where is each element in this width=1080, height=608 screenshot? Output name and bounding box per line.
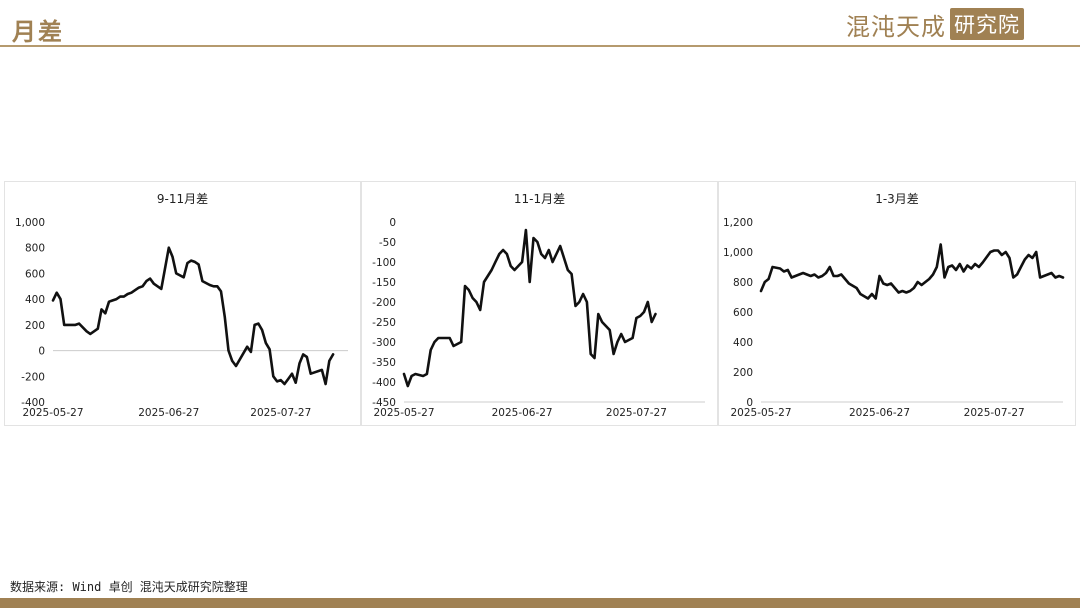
y-tick-label: 600 [733,307,753,319]
chart-panel-11-1: 11-1月差 -450 -400 -350 -300 -250 -200 -150 -100 -5… [361,181,718,426]
y-tick-label: -400 [21,397,45,409]
y-tick-label: -100 [372,257,396,269]
chart-svg: 11-1月差 -450 -400 -350 -300 -250 -200 -150 -100 -5… [372,192,705,419]
y-tick-label: -400 [372,377,396,389]
header-divider [0,45,1080,47]
y-tick-label: 400 [25,294,45,306]
y-tick-label: 1,200 [723,217,753,229]
series-line [402,228,657,388]
y-tick-label: 1,000 [15,217,45,229]
x-tick-label: 2025-05-27 [730,407,791,419]
chart-svg: 9-11月差 -400 -200 0 200 400 600 800 1,000 2025-05-… [15,192,348,419]
x-tick-label: 2025-05-27 [373,407,434,419]
y-tick-label: 400 [733,337,753,349]
chart-svg: 1-3月差 0 200 400 600 800 1,000 1,200 2025-05-27 20… [723,192,1065,419]
x-tick-label: 2025-07-27 [606,407,667,419]
chart-title: 1-3月差 [875,192,919,206]
x-tick-label: 2025-07-27 [964,407,1025,419]
y-tick-label: 0 [389,217,396,229]
x-tick-label: 2025-06-27 [492,407,553,419]
y-tick-label: 800 [25,243,45,255]
chart-panel-1-3: 1-3月差 0 200 400 600 800 1,000 1,200 2025-05-27 20… [718,181,1076,426]
series-line [759,243,1065,300]
series-line [51,246,335,386]
x-tick-label: 2025-05-27 [22,407,83,419]
x-tick-label: 2025-06-27 [849,407,910,419]
y-tick-label: 600 [25,268,45,280]
y-tick-label: -350 [372,357,396,369]
page-title: 月差 [12,17,64,46]
y-tick-label: -150 [372,277,396,289]
x-tick-label: 2025-07-27 [250,407,311,419]
chart-title: 9-11月差 [157,192,208,206]
source-note: 数据来源: Wind 卓创 混沌天成研究院整理 [10,580,248,594]
y-tick-label: -200 [372,297,396,309]
chart-panel-9-11: 9-11月差 -400 -200 0 200 400 600 800 1,000 2025-05-… [4,181,361,426]
x-tick-label: 2025-06-27 [138,407,199,419]
y-tick-label: 0 [746,397,753,409]
y-tick-label: -200 [21,371,45,383]
y-tick-label: -300 [372,337,396,349]
footer-bar [0,598,1080,608]
brand-logo: 混沌天成 研究院 [846,8,1024,41]
y-tick-label: -250 [372,317,396,329]
y-tick-label: -450 [372,397,396,409]
y-tick-label: 1,000 [723,247,753,259]
chart-title: 11-1月差 [514,192,565,206]
y-tick-label: -50 [379,237,396,249]
logo-text: 混沌天成 [846,12,946,41]
logo-stamp: 研究院 [950,8,1024,40]
y-tick-label: 200 [25,320,45,332]
y-tick-label: 800 [733,277,753,289]
y-tick-label: 0 [38,346,45,358]
y-tick-label: 200 [733,367,753,379]
